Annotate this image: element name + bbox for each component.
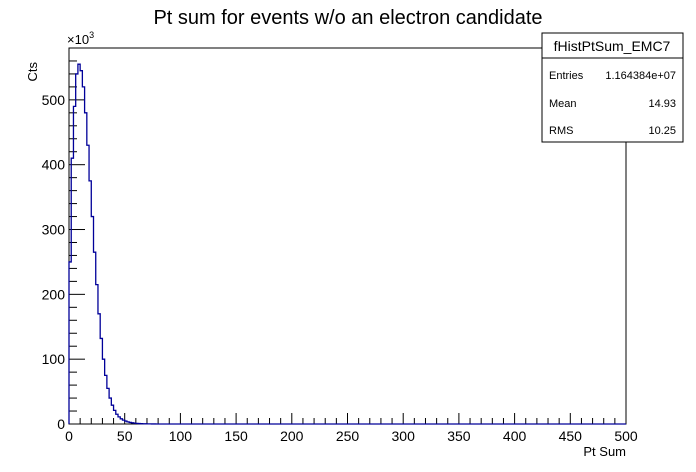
x-tick-label: 50: [117, 428, 133, 444]
chart-title: Pt sum for events w/o an electron candid…: [153, 7, 542, 29]
y-tick-label: 500: [42, 92, 66, 108]
y-tick-label: 0: [57, 416, 65, 432]
x-tick-label: 400: [503, 428, 527, 444]
stats-box-frame: [541, 32, 684, 143]
x-axis-label: Pt Sum: [583, 444, 626, 459]
stats-rms-value: 10.25: [648, 125, 676, 137]
x-tick-label: 0: [65, 428, 73, 444]
stats-mean-value: 14.93: [648, 98, 676, 110]
stats-box-title: fHistPtSum_EMC7: [554, 38, 671, 54]
y-tick-label: 400: [42, 157, 66, 173]
stats-entries-label: Entries: [549, 70, 584, 82]
y-tick-label: 100: [42, 351, 66, 367]
stats-rms-label: RMS: [549, 125, 573, 137]
stats-box: fHistPtSum_EMC7 Entries 1.164384e+07 Mea…: [541, 32, 684, 143]
stats-mean-label: Mean: [549, 98, 577, 110]
x-tick-label: 200: [280, 428, 304, 444]
histogram-series-line: [68, 63, 626, 425]
x-tick-label: 300: [392, 428, 416, 444]
y-axis: 0 100 200 300 400 500: [42, 47, 85, 432]
x-tick-label: 100: [169, 428, 193, 444]
y-tick-label: 200: [42, 286, 66, 302]
x-tick-label: 150: [224, 428, 248, 444]
x-tick-label: 250: [336, 428, 360, 444]
x-tick-label: 350: [447, 428, 471, 444]
x-tick-label: 500: [614, 428, 638, 444]
x-axis: 0 50 100 150 200 250 300 350 400 450 500: [65, 413, 638, 444]
y-axis-multiplier: ×103: [67, 30, 94, 47]
y-tick-label: 300: [42, 222, 66, 238]
x-tick-label: 450: [559, 428, 583, 444]
stats-entries-value: 1.164384e+07: [605, 70, 676, 82]
y-axis-label: Cts: [25, 62, 40, 82]
